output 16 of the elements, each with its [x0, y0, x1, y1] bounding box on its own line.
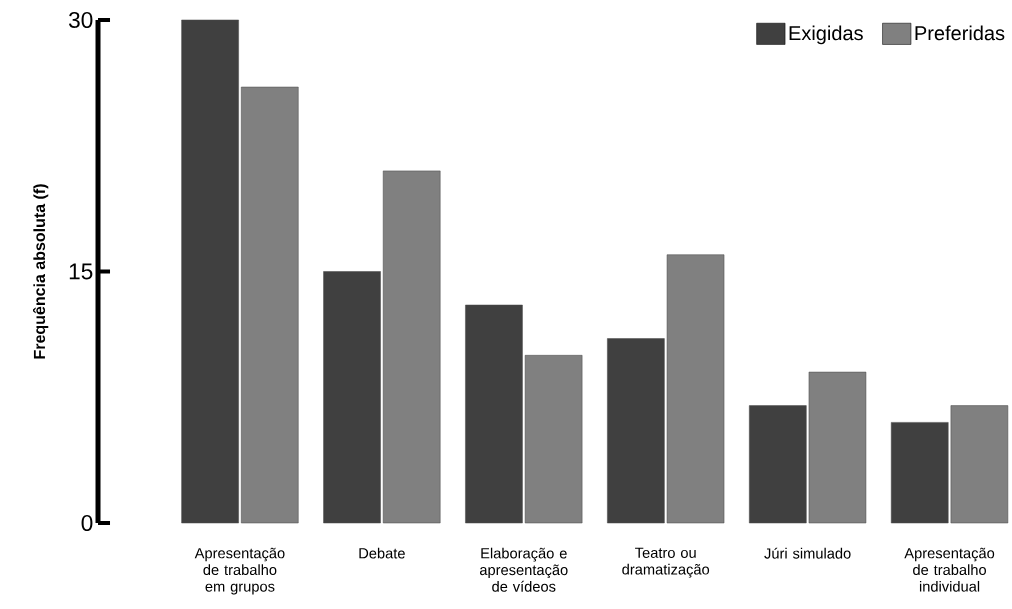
x-tick-label: Apresentação de trabalho em grupos: [194, 547, 285, 595]
bar: [241, 86, 299, 524]
y-axis-title: Frequência absoluta (f): [33, 184, 49, 359]
x-tick-label: Elaboração e apresentação de vídeos: [479, 547, 568, 592]
bar: [323, 271, 381, 524]
legend-label: Preferidas: [915, 25, 1005, 41]
bar: [181, 19, 239, 524]
x-tick-label: Teatro ou dramatização: [622, 547, 710, 578]
y-tick-label: 0: [81, 514, 93, 532]
x-tick-label: Debate: [359, 547, 405, 559]
x-tick-label: Apresentação de trabalho individual: [904, 547, 995, 592]
y-tick-label: 30: [68, 11, 93, 29]
legend-label: Exigidas: [789, 25, 863, 45]
bar: [382, 170, 441, 524]
y-tick-label: 15: [69, 263, 93, 280]
x-tick-label: Júri simulado: [764, 547, 851, 559]
